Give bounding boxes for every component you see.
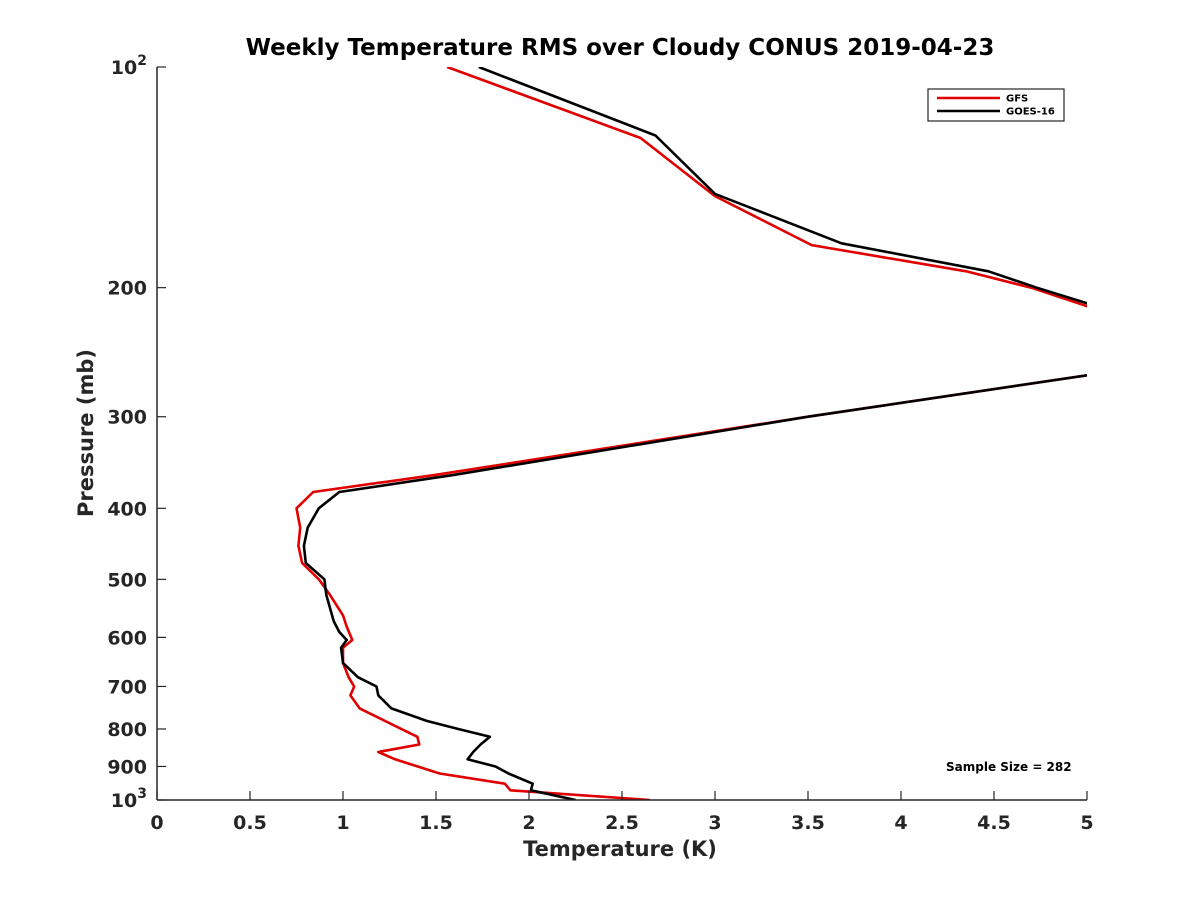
legend: GFS GOES-16: [927, 88, 1065, 122]
y-tick-label: 800: [107, 719, 147, 741]
plot-area: 0 0.5 1 1.5 2 2.5 3 3.5 4 4.5 5 102 200 300 400 500 600…: [107, 53, 1094, 834]
legend-label-goes-16: GOES-16: [1006, 107, 1055, 118]
y-tick-label: 900: [107, 756, 147, 778]
x-tick-label: 5: [1080, 812, 1093, 834]
y-tick-label: 600: [107, 627, 147, 649]
y-axis-ticks: 102 200 300 400 500 600 700 800 900 103: [107, 53, 166, 812]
x-tick-label: 1: [336, 812, 349, 834]
x-axis-ticks: 0 0.5 1 1.5 2 2.5 3 3.5 4 4.5 5: [150, 791, 1094, 834]
y-tick-label: 400: [107, 498, 147, 520]
x-tick-label: 3.5: [791, 812, 825, 834]
series-line-gfs: [295, 67, 1087, 800]
x-axis-label: Temperature (K): [523, 837, 717, 861]
legend-label-gfs: GFS: [1006, 94, 1028, 105]
y-tick-label: 500: [107, 569, 147, 591]
x-tick-label: 0.5: [233, 812, 267, 834]
x-tick-label: 2: [522, 812, 535, 834]
legend-box: [927, 88, 1065, 122]
x-tick-label: 1.5: [419, 812, 453, 834]
y-tick-label: 700: [107, 676, 147, 698]
x-tick-label: 0: [150, 812, 163, 834]
series-line-goes-16: [302, 67, 1087, 800]
y-tick-label: 200: [107, 278, 147, 300]
series-layer: [295, 67, 1087, 800]
y-tick-label: 300: [107, 407, 147, 429]
x-tick-label: 2.5: [605, 812, 639, 834]
x-tick-label: 3: [708, 812, 721, 834]
sample-size-annotation: Sample Size = 282: [946, 760, 1072, 774]
x-tick-label: 4: [894, 812, 907, 834]
y-tick-label: 102: [111, 53, 147, 79]
y-tick-label: 103: [111, 786, 147, 812]
x-tick-label: 4.5: [977, 812, 1011, 834]
chart-title: Weekly Temperature RMS over Cloudy CONUS…: [246, 35, 995, 61]
y-axis-label: Pressure (mb): [74, 349, 98, 517]
